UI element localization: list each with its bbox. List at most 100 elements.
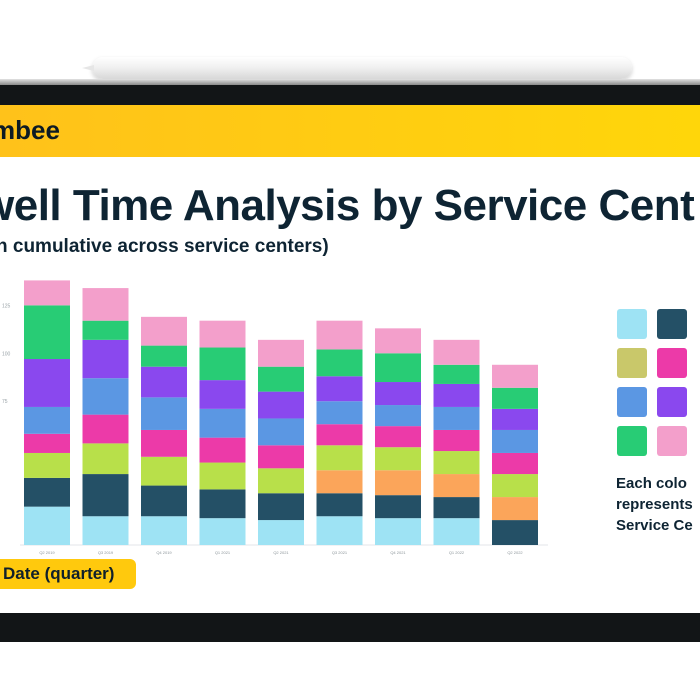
bar-segment: [433, 474, 480, 498]
chart-title: well Time Analysis by Service Cent: [0, 181, 695, 230]
bar-segment: [141, 316, 187, 346]
bar-segment: [316, 424, 363, 446]
bar-segment: [316, 470, 363, 494]
chart-subtitle: n cumulative across service centers): [0, 236, 329, 257]
stacked-bar-chart: 125 100 75 Q2 2019 Q3 2019 Q4 2019 Q1 2021 Q2 2…: [2, 280, 548, 555]
bar-segment: [258, 468, 304, 494]
bar-segment: [24, 433, 70, 453]
legend-swatch: [617, 348, 647, 378]
bar-segment: [199, 347, 246, 381]
bar-segment: [316, 376, 363, 402]
bar-segment: [316, 516, 363, 545]
bar-segment: [141, 345, 187, 367]
bar-segment: [375, 382, 421, 406]
bar-segment: [199, 408, 246, 438]
bar-segment: [141, 366, 187, 398]
bar-segment: [492, 452, 538, 475]
bar-segment: [375, 328, 421, 354]
bar-segment: [433, 451, 480, 475]
bar-segment: [199, 489, 246, 519]
bar-segment: [141, 429, 187, 457]
legend-swatch: [617, 309, 647, 339]
bar-segment: [24, 359, 70, 407]
bar-segment: [82, 320, 129, 340]
legend-swatch: [657, 426, 687, 456]
bar-segment: [375, 405, 421, 427]
bar-segment: [433, 518, 480, 545]
x-tick-label: Q3 2019: [98, 550, 114, 555]
bar-segment: [199, 437, 246, 463]
y-tick-label: 125: [2, 303, 11, 309]
x-tick-label: Q3 2021: [332, 550, 348, 555]
bar-segment: [258, 520, 304, 545]
legend-note-line: represents: [616, 496, 693, 513]
legend-note-line: Each colo: [616, 475, 687, 492]
bar-segment: [492, 364, 538, 388]
bar-segment: [433, 429, 480, 452]
bar-segment: [258, 339, 304, 367]
bar-segment: [433, 364, 480, 384]
legend-swatch: [657, 387, 687, 417]
x-tick-label: Q2 2019: [39, 550, 55, 555]
bar-segment: [82, 378, 129, 415]
bar-segment: [258, 445, 304, 469]
bar-segment: [141, 485, 187, 517]
tablet-screen: mbee well Time Analysis by Service Cent …: [0, 105, 700, 613]
bar-segment: [433, 497, 480, 519]
bar-segment: [199, 320, 246, 348]
brand-bar: mbee: [0, 105, 700, 157]
bar-segment: [82, 414, 129, 444]
bar-segment: [141, 516, 187, 545]
bar-segment: [199, 462, 246, 490]
bar-segment: [492, 429, 538, 453]
x-tick-label: Q1 2022: [449, 550, 465, 555]
tablet-top-edge: [0, 79, 700, 85]
bar-segment: [141, 456, 187, 486]
legend-note-line: Service Ce: [616, 517, 693, 534]
bar-segment: [492, 387, 538, 409]
bar-segment: [375, 353, 421, 383]
bar-segment: [258, 418, 304, 446]
stylus: [82, 57, 632, 79]
bar-segment: [141, 397, 187, 430]
bar-segment: [24, 477, 70, 507]
bar-segment: [258, 366, 304, 392]
bar-segment: [433, 406, 480, 430]
bar-segment: [433, 339, 480, 365]
bar-segment: [492, 497, 538, 521]
bar-segment: [492, 520, 538, 545]
bar-segment: [375, 518, 421, 545]
bar-segment: [375, 495, 421, 519]
bar-segment: [375, 447, 421, 471]
bar-segment: [258, 391, 304, 419]
x-tick-label: Q1 2021: [215, 550, 231, 555]
x-axis-label: Date (quarter): [3, 564, 115, 583]
bar-segment: [258, 493, 304, 521]
legend-swatch: [657, 348, 687, 378]
bar-segment: [316, 401, 363, 425]
brand-logo-text: mbee: [0, 115, 60, 145]
y-tick-label: 100: [2, 351, 11, 357]
bar-segment: [82, 443, 129, 475]
y-tick-label: 75: [2, 399, 8, 405]
bar-segment: [316, 320, 363, 350]
bar-segment: [316, 493, 363, 517]
bar-segment: [24, 406, 70, 434]
x-tick-label: Q4 2019: [156, 550, 172, 555]
legend-swatch: [657, 309, 687, 339]
bar-segment: [82, 516, 129, 545]
bar-segment: [492, 408, 538, 430]
bar-segment: [492, 474, 538, 498]
legend-swatch: [617, 387, 647, 417]
bar-segment: [82, 288, 129, 321]
bar-segment: [375, 470, 421, 496]
bar-segment: [24, 506, 70, 545]
bar-segment: [316, 445, 363, 471]
x-tick-label: Q2 2022: [507, 550, 523, 555]
x-axis-label-pill: Date (quarter): [0, 559, 136, 589]
bar-segment: [375, 426, 421, 448]
bar-segment: [82, 339, 129, 379]
legend-note: Each colo represents Service Ce: [616, 473, 693, 536]
bar-segment: [82, 474, 129, 517]
bar-segment: [24, 452, 70, 478]
